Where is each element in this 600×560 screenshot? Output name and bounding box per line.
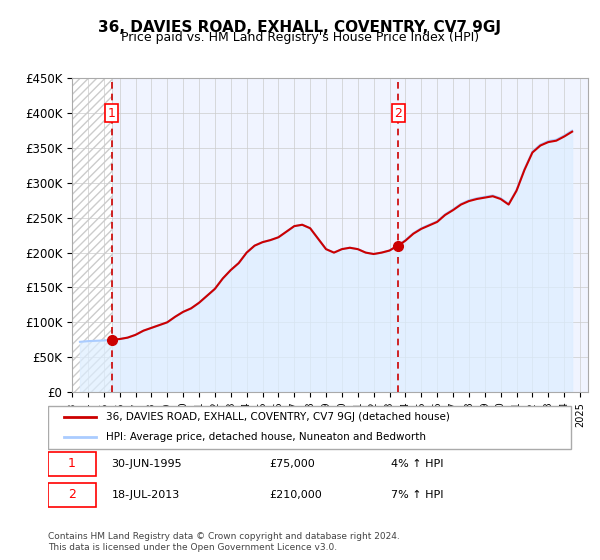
Text: 36, DAVIES ROAD, EXHALL, COVENTRY, CV7 9GJ: 36, DAVIES ROAD, EXHALL, COVENTRY, CV7 9…	[98, 20, 502, 35]
Text: 36, DAVIES ROAD, EXHALL, COVENTRY, CV7 9GJ (detached house): 36, DAVIES ROAD, EXHALL, COVENTRY, CV7 9…	[106, 412, 450, 422]
Text: 1: 1	[108, 107, 116, 120]
Text: £210,000: £210,000	[270, 489, 323, 500]
Text: 2: 2	[68, 488, 76, 501]
Text: 30-JUN-1995: 30-JUN-1995	[112, 459, 182, 469]
FancyBboxPatch shape	[48, 452, 95, 475]
Text: 18-JUL-2013: 18-JUL-2013	[112, 489, 179, 500]
Text: HPI: Average price, detached house, Nuneaton and Bedworth: HPI: Average price, detached house, Nune…	[106, 432, 426, 442]
Text: 2: 2	[394, 107, 402, 120]
Text: £75,000: £75,000	[270, 459, 316, 469]
FancyBboxPatch shape	[48, 483, 95, 507]
FancyBboxPatch shape	[48, 406, 571, 449]
Text: 1: 1	[68, 458, 76, 470]
Bar	[72, 78, 112, 392]
Text: 4% ↑ HPI: 4% ↑ HPI	[391, 459, 444, 469]
Bar	[72, 78, 112, 392]
Text: Contains HM Land Registry data © Crown copyright and database right 2024.
This d: Contains HM Land Registry data © Crown c…	[48, 532, 400, 552]
Text: Price paid vs. HM Land Registry's House Price Index (HPI): Price paid vs. HM Land Registry's House …	[121, 31, 479, 44]
Text: 7% ↑ HPI: 7% ↑ HPI	[391, 489, 444, 500]
